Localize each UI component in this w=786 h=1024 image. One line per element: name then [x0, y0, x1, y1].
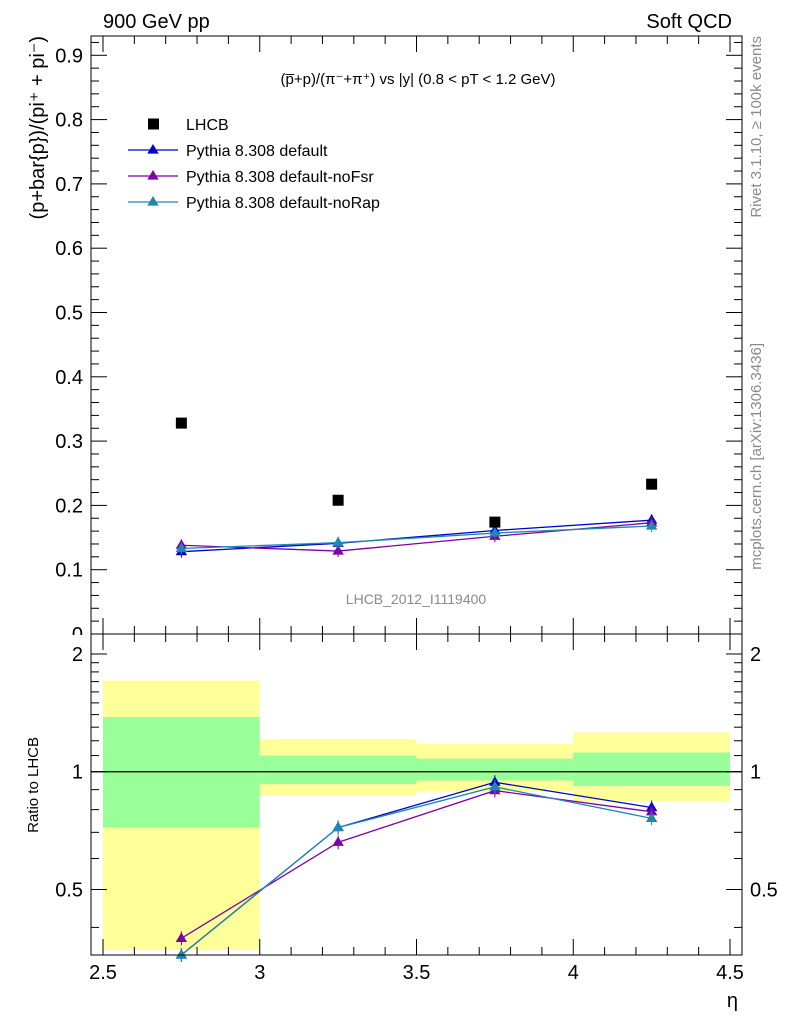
ratio-xtick-label: 4.5 — [716, 962, 744, 984]
ratio-series-line — [180, 786, 652, 956]
analysis-watermark: LHCB_2012_I1119400 — [346, 591, 487, 607]
legend: LHCB Pythia 8.308 default Pythia 8.308 def… — [128, 117, 380, 212]
ratio-series-marker — [645, 805, 658, 816]
ratio-series-marker — [645, 812, 658, 822]
legend-marker — [147, 196, 159, 206]
main-series-marker — [489, 527, 501, 537]
rivet-label: Rivet 3.1.10, ≥ 100k events — [748, 36, 765, 218]
main-ytick-label: 0.7 — [55, 174, 83, 196]
main-series-line — [181, 519, 652, 553]
main-series-marker — [332, 536, 344, 547]
main-ytick-label: 0.1 — [55, 560, 83, 582]
ratio-ytick-label: 0.5 — [55, 879, 83, 901]
main-ytick-label: 0.5 — [55, 302, 83, 324]
main-ytick-label: 0.3 — [55, 431, 83, 453]
ratio-series-marker — [489, 780, 501, 791]
ratio-ytick-label: 2 — [72, 644, 83, 666]
uncertainty-band-inner — [416, 758, 574, 781]
main-zero-clip — [60, 635, 90, 645]
main-series-marker — [175, 542, 188, 553]
main-title: (p̅+p)/(π⁻+π⁺) vs |y| (0.8 < pT < 1.2 Ge… — [281, 71, 556, 88]
legend-label: Pythia 8.308 default-noRap — [186, 195, 380, 212]
main-ytick-label: 0.4 — [55, 367, 83, 389]
ratio-xtick-label: 2.5 — [89, 962, 117, 984]
ratio-xtick-label: 3.5 — [403, 962, 431, 984]
ratio-series-line — [181, 789, 652, 939]
main-ytick-label: 0.9 — [55, 45, 83, 67]
ratio-ytick-label: 1 — [72, 762, 83, 784]
main-ytick-label: 0.8 — [55, 110, 83, 132]
ratio-xtick-label: 3 — [254, 962, 265, 984]
mcplots-label: mcplots.cern.ch [arXiv:1306.3436] — [748, 343, 765, 570]
main-series-marker — [645, 519, 658, 530]
legend-label: Pythia 8.308 default-noFsr — [186, 169, 374, 186]
main-ytick-label: 0.2 — [55, 495, 83, 517]
ratio-ytick-label-right: 0.5 — [750, 879, 778, 901]
header-right: Soft QCD — [646, 11, 732, 33]
ratio-series-marker — [175, 949, 188, 959]
ratio-series-marker — [332, 836, 344, 846]
ratio-ylabel: Ratio to LHCB — [25, 737, 42, 833]
legend-label: Pythia 8.308 default — [186, 143, 328, 160]
main-series-marker — [332, 545, 344, 555]
data-point — [489, 516, 501, 528]
ratio-xtick-label: 4 — [568, 962, 579, 984]
legend-marker — [147, 144, 159, 154]
main-series-line — [181, 525, 652, 550]
main-ytick-label: 0.6 — [55, 238, 83, 260]
data-point — [646, 478, 658, 490]
ratio-series-marker — [175, 932, 188, 942]
legend-label: LHCB — [186, 117, 229, 134]
main-ylabel: (p+bar{p})/(pi⁺ + pi⁻) — [27, 36, 49, 219]
data-point — [332, 494, 344, 506]
ratio-panel: 0.5 0.5 1 1 2 2 2.5 3 3.5 4 4.5 — [55, 633, 778, 984]
ratio-ytick-label-right: 1 — [750, 762, 761, 784]
main-panel: 0.10.20.30.40.50.60.70.80.90 — [55, 35, 743, 646]
uncertainty-band-inner — [259, 755, 417, 785]
header-left: 900 GeV pp — [103, 11, 210, 33]
legend-marker — [147, 170, 159, 180]
legend-marker-data — [148, 118, 159, 130]
data-point — [175, 417, 187, 429]
x-axis-label: η — [727, 990, 738, 1012]
ratio-series-marker — [332, 821, 344, 832]
ratio-ytick-label-right: 2 — [750, 644, 761, 666]
uncertainty-band-inner — [573, 752, 730, 786]
